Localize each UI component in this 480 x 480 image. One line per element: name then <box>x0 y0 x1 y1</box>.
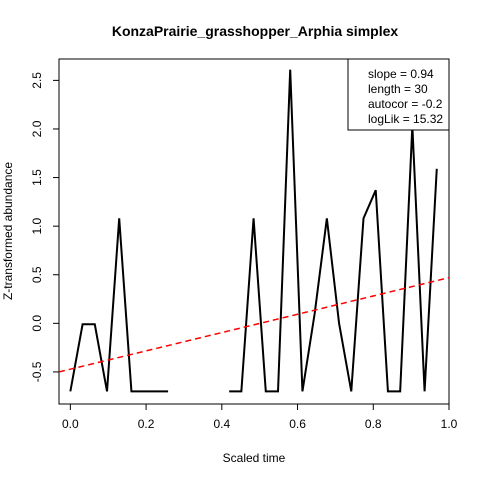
legend: slope = 0.94 length = 30 autocor = -0.2 … <box>347 58 450 131</box>
legend-entry-slope: slope = 0.94 <box>368 67 434 81</box>
y-tick-label: 1.5 <box>30 169 44 186</box>
y-axis: -0.5 0.0 0.5 1.0 1.5 2.0 2.5 <box>30 72 59 382</box>
legend-entry-autocor: autocor = -0.2 <box>368 97 443 111</box>
x-tick-label: 0.8 <box>365 417 382 431</box>
trend-line <box>58 276 450 373</box>
x-tick-label: 0.2 <box>138 417 155 431</box>
y-tick-label: 0.5 <box>30 266 44 283</box>
y-tick-label: -0.5 <box>30 361 44 382</box>
chart-title: KonzaPrairie_grasshopper_Arphia simplex <box>112 23 399 39</box>
x-axis: 0.0 0.2 0.4 0.6 0.8 1.0 <box>62 404 458 431</box>
y-tick-label: 1.0 <box>30 217 44 234</box>
y-tick-label: 2.5 <box>30 72 44 89</box>
series-line <box>69 69 438 393</box>
legend-entry-length: length = 30 <box>368 82 428 96</box>
plot-frame <box>58 58 450 405</box>
legend-entry-loglik: logLik = 15.32 <box>368 112 443 126</box>
y-tick-label: 0.0 <box>30 315 44 332</box>
series-layer <box>58 69 450 393</box>
x-tick-label: 1.0 <box>441 417 458 431</box>
legend-box <box>347 58 450 131</box>
y-axis-label: Z-transformed abundance <box>1 162 15 300</box>
x-axis-label: Scaled time <box>223 451 286 465</box>
x-tick-label: 0.6 <box>289 417 306 431</box>
y-tick-label: 2.0 <box>30 120 44 137</box>
x-tick-label: 0.0 <box>62 417 79 431</box>
x-tick-label: 0.4 <box>213 417 230 431</box>
